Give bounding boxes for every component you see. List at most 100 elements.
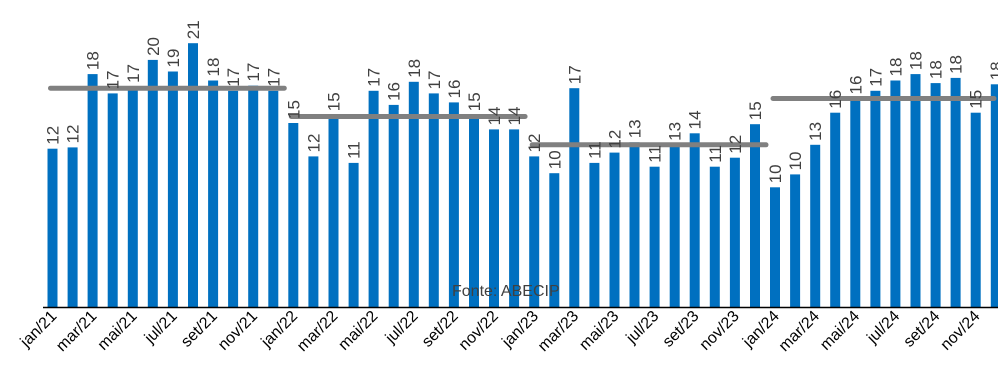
bar-mai-23 (609, 152, 620, 307)
bar-dez-21 (268, 90, 279, 307)
x-tick-label: mar/23 (535, 308, 582, 355)
bar-dez-24 (990, 84, 998, 307)
bar-set-24 (930, 83, 941, 307)
bar-jan-21 (47, 148, 58, 307)
value-label: 17 (425, 70, 444, 89)
value-label: 17 (224, 68, 243, 87)
value-label: 11 (345, 141, 364, 159)
value-label: 15 (967, 90, 986, 109)
x-tick-label: nov/22 (456, 308, 502, 354)
value-label: 10 (786, 151, 805, 170)
bar-abr-22 (348, 162, 359, 307)
value-label: 15 (746, 101, 765, 120)
value-label: 12 (606, 130, 625, 149)
bar-mai-24 (850, 98, 861, 307)
bar-abr-24 (830, 112, 841, 307)
value-label: 11 (646, 145, 665, 163)
x-tick-label: nov/21 (215, 308, 261, 354)
x-tick-label: set/24 (901, 308, 944, 351)
bar-ago-23 (669, 144, 680, 307)
bar-nov-23 (729, 157, 740, 307)
bar-fev-22 (308, 156, 319, 307)
bar-mai-22 (368, 90, 379, 307)
value-label: 12 (726, 135, 745, 154)
value-label: 16 (385, 82, 404, 101)
value-label: 12 (304, 133, 323, 152)
x-tick-label: mar/24 (776, 308, 823, 355)
value-label: 13 (806, 122, 825, 141)
value-label: 18 (84, 51, 103, 70)
value-label: 10 (545, 150, 564, 169)
bar-fev-23 (549, 173, 560, 307)
value-label: 11 (706, 145, 725, 163)
bar-jul-23 (649, 166, 660, 307)
value-label: 16 (826, 90, 845, 109)
bar-mar-22 (328, 115, 339, 307)
bars-group (47, 43, 998, 308)
bar-out-24 (950, 77, 961, 308)
bar-nov-24 (970, 112, 981, 307)
bar-set-21 (208, 80, 219, 307)
x-tick-label: nov/24 (938, 308, 984, 354)
bar-fev-21 (67, 147, 78, 307)
value-label: 15 (284, 100, 303, 119)
bar-out-22 (469, 115, 479, 307)
value-label: 17 (104, 70, 123, 89)
value-label: 12 (64, 124, 83, 143)
bar-out-21 (228, 90, 239, 307)
bar-jul-22 (408, 81, 419, 307)
x-tick-label: set/22 (419, 308, 462, 351)
value-label: 17 (365, 68, 384, 87)
value-label: 14 (485, 106, 504, 125)
value-label: 14 (686, 110, 705, 129)
x-tick-label: mai/22 (335, 308, 381, 354)
bar-fev-24 (790, 174, 801, 307)
value-label: 17 (866, 68, 885, 87)
bar-set-23 (689, 133, 700, 307)
source-note: Fonte: ABECIP (452, 283, 560, 300)
value-label: 10 (766, 164, 785, 183)
x-tick-label: mar/21 (53, 308, 100, 355)
value-label: 19 (164, 49, 183, 68)
value-label: 17 (565, 65, 584, 84)
bar-jan-23 (529, 156, 540, 307)
x-tick-label: mai/24 (817, 308, 863, 354)
x-tick-label: set/21 (178, 308, 221, 351)
bar-mar-21 (87, 74, 98, 307)
value-label: 14 (505, 106, 524, 125)
value-label: 18 (204, 58, 223, 77)
bar-jul-24 (890, 80, 901, 307)
bar-jul-21 (167, 71, 178, 307)
bar-nov-21 (248, 85, 259, 307)
value-label: 12 (525, 133, 544, 152)
bar-abr-21 (107, 93, 118, 308)
value-label: 12 (44, 126, 63, 145)
bar-dez-23 (750, 124, 760, 307)
value-label: 18 (987, 61, 998, 80)
value-label: 18 (405, 59, 424, 78)
bar-abr-23 (589, 162, 600, 307)
bar-ago-24 (910, 74, 921, 307)
value-label: 20 (144, 37, 163, 56)
bar-mar-24 (810, 144, 821, 307)
bar-mai-21 (127, 86, 138, 308)
value-label: 15 (465, 92, 484, 111)
x-tick-label: jul/24 (863, 308, 903, 348)
value-label: 16 (445, 79, 464, 98)
value-label: 21 (184, 20, 203, 39)
average-lines-group (48, 85, 997, 148)
bar-jun-22 (388, 104, 399, 308)
value-label: 17 (124, 64, 143, 83)
x-tick-label: jul/22 (382, 308, 422, 348)
bar-jan-22 (288, 123, 299, 307)
bar-out-23 (709, 166, 720, 307)
bar-set-22 (448, 102, 459, 308)
value-label: 17 (244, 63, 263, 82)
bar-jan-24 (770, 187, 780, 307)
bar-nov-22 (489, 129, 499, 307)
bar-jun-21 (147, 59, 158, 308)
x-tick-label: mai/23 (576, 308, 622, 354)
